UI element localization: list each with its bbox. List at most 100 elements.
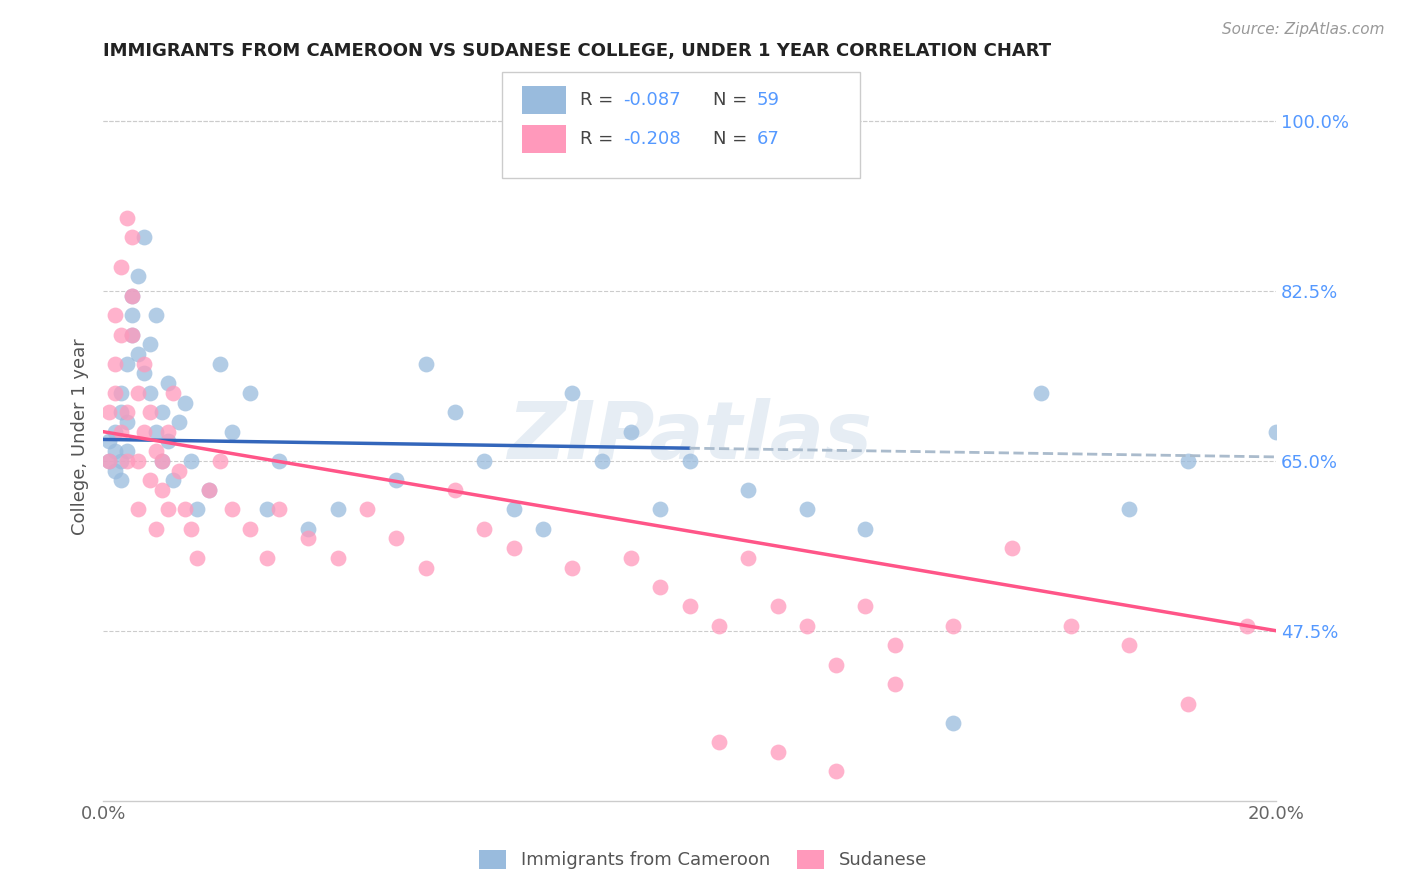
- Point: [139, 473, 162, 487]
- Point: [145, 444, 167, 458]
- Point: [197, 483, 219, 497]
- Point: [855, 522, 877, 536]
- Y-axis label: College, Under 1 year: College, Under 1 year: [72, 338, 89, 535]
- Point: [134, 367, 156, 381]
- Text: -0.087: -0.087: [623, 91, 681, 109]
- Point: [385, 473, 408, 487]
- Point: [561, 385, 583, 400]
- Point: [145, 522, 167, 536]
- Point: [1177, 454, 1199, 468]
- Point: [134, 230, 156, 244]
- Point: [139, 337, 162, 351]
- Point: [121, 327, 143, 342]
- Point: [115, 405, 138, 419]
- Point: [174, 502, 197, 516]
- Point: [127, 347, 149, 361]
- Point: [110, 327, 132, 342]
- Point: [150, 454, 173, 468]
- Text: IMMIGRANTS FROM CAMEROON VS SUDANESE COLLEGE, UNDER 1 YEAR CORRELATION CHART: IMMIGRANTS FROM CAMEROON VS SUDANESE COL…: [103, 42, 1052, 60]
- Point: [180, 454, 202, 468]
- Point: [115, 444, 138, 458]
- Text: Source: ZipAtlas.com: Source: ZipAtlas.com: [1222, 22, 1385, 37]
- Text: 67: 67: [756, 129, 779, 148]
- Point: [162, 473, 184, 487]
- Point: [737, 550, 759, 565]
- Point: [115, 454, 138, 468]
- Point: [239, 385, 262, 400]
- Point: [883, 638, 905, 652]
- Point: [139, 405, 162, 419]
- Point: [209, 454, 232, 468]
- Point: [737, 483, 759, 497]
- Text: N =: N =: [713, 129, 754, 148]
- Point: [561, 560, 583, 574]
- Point: [156, 434, 179, 449]
- Point: [678, 599, 700, 614]
- Point: [110, 405, 132, 419]
- Point: [239, 522, 262, 536]
- Point: [110, 425, 132, 439]
- Point: [127, 269, 149, 284]
- Text: R =: R =: [581, 129, 620, 148]
- Point: [1118, 502, 1140, 516]
- Point: [766, 745, 789, 759]
- Point: [197, 483, 219, 497]
- Point: [186, 502, 208, 516]
- Point: [127, 385, 149, 400]
- Point: [121, 327, 143, 342]
- Point: [104, 385, 127, 400]
- Point: [326, 502, 349, 516]
- Point: [267, 454, 290, 468]
- Point: [134, 425, 156, 439]
- Point: [707, 735, 730, 749]
- Text: ZIPatlas: ZIPatlas: [508, 398, 872, 475]
- Point: [1031, 385, 1053, 400]
- FancyBboxPatch shape: [522, 87, 567, 114]
- Point: [883, 677, 905, 691]
- Point: [115, 415, 138, 429]
- Point: [162, 385, 184, 400]
- Point: [110, 454, 132, 468]
- Point: [110, 473, 132, 487]
- Point: [115, 357, 138, 371]
- Point: [678, 454, 700, 468]
- Point: [115, 211, 138, 225]
- Point: [502, 502, 524, 516]
- Point: [650, 580, 672, 594]
- Point: [297, 522, 319, 536]
- Point: [326, 550, 349, 565]
- Point: [180, 522, 202, 536]
- FancyBboxPatch shape: [502, 72, 859, 178]
- Point: [297, 532, 319, 546]
- Point: [139, 385, 162, 400]
- Point: [121, 289, 143, 303]
- Text: N =: N =: [713, 91, 754, 109]
- Point: [620, 425, 643, 439]
- Point: [267, 502, 290, 516]
- Point: [156, 502, 179, 516]
- Point: [1236, 619, 1258, 633]
- Point: [127, 454, 149, 468]
- Point: [150, 405, 173, 419]
- Point: [169, 415, 191, 429]
- Point: [650, 502, 672, 516]
- Point: [169, 463, 191, 477]
- Point: [150, 454, 173, 468]
- Text: 59: 59: [756, 91, 779, 109]
- Point: [145, 425, 167, 439]
- Point: [766, 599, 789, 614]
- Point: [121, 230, 143, 244]
- Point: [221, 425, 243, 439]
- Point: [415, 560, 437, 574]
- Point: [1060, 619, 1083, 633]
- Text: -0.208: -0.208: [623, 129, 681, 148]
- Point: [110, 260, 132, 274]
- Point: [98, 454, 121, 468]
- FancyBboxPatch shape: [522, 125, 567, 153]
- Point: [472, 522, 495, 536]
- Point: [502, 541, 524, 556]
- Point: [174, 395, 197, 409]
- Point: [591, 454, 613, 468]
- Point: [121, 289, 143, 303]
- Point: [1118, 638, 1140, 652]
